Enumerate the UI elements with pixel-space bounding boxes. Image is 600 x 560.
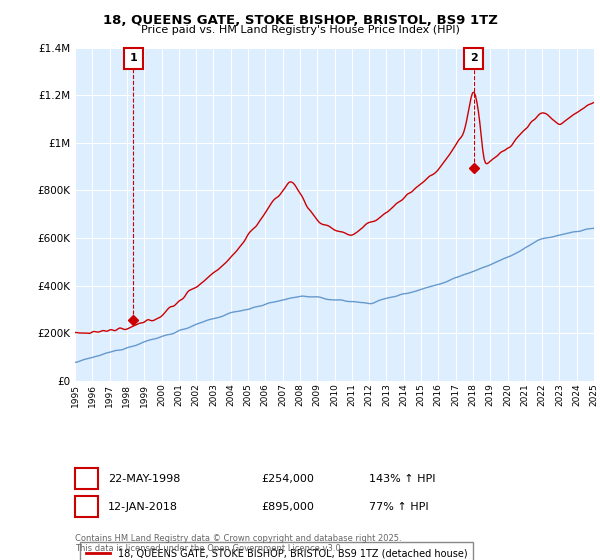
Text: £895,000: £895,000 (261, 502, 314, 512)
Text: 22-MAY-1998: 22-MAY-1998 (108, 474, 181, 484)
Text: 143% ↑ HPI: 143% ↑ HPI (369, 474, 436, 484)
Text: 1: 1 (130, 53, 137, 63)
Text: 18, QUEENS GATE, STOKE BISHOP, BRISTOL, BS9 1TZ: 18, QUEENS GATE, STOKE BISHOP, BRISTOL, … (103, 14, 497, 27)
Text: Contains HM Land Registry data © Crown copyright and database right 2025.
This d: Contains HM Land Registry data © Crown c… (75, 534, 401, 553)
Text: 77% ↑ HPI: 77% ↑ HPI (369, 502, 428, 512)
Text: 1: 1 (83, 474, 90, 484)
Text: £254,000: £254,000 (261, 474, 314, 484)
Legend: 18, QUEENS GATE, STOKE BISHOP, BRISTOL, BS9 1TZ (detached house), HPI: Average p: 18, QUEENS GATE, STOKE BISHOP, BRISTOL, … (80, 542, 473, 560)
Text: 2: 2 (83, 502, 90, 512)
FancyBboxPatch shape (464, 48, 483, 69)
Text: 12-JAN-2018: 12-JAN-2018 (108, 502, 178, 512)
Text: Price paid vs. HM Land Registry's House Price Index (HPI): Price paid vs. HM Land Registry's House … (140, 25, 460, 35)
Text: 2: 2 (470, 53, 478, 63)
FancyBboxPatch shape (124, 48, 143, 69)
